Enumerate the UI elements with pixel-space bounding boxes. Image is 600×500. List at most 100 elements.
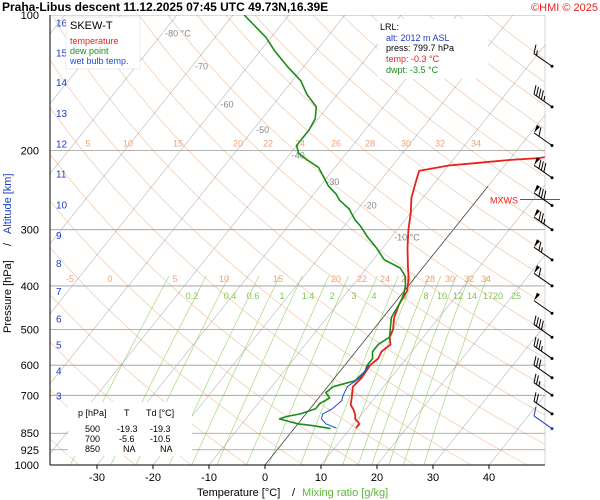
wind-barb-flag: [540, 320, 544, 330]
dry-adiabat-label: 32: [464, 274, 474, 284]
mixing-ratio-label: 10: [437, 291, 447, 301]
wind-barb-flag: [533, 406, 537, 417]
wind-barb-flag: [535, 338, 539, 348]
dry-adiabat-line: [50, 106, 473, 465]
pressure-tick-label: 850: [21, 428, 39, 440]
mixing-ratio-label: 3: [351, 291, 356, 301]
wind-barb-staff: [533, 132, 553, 146]
wind-barb-flag: [543, 162, 547, 173]
temperature-tick-label: 20: [371, 472, 383, 484]
altitude-tick-label: 3: [56, 391, 62, 402]
mixing-ratio-line: [388, 275, 457, 465]
wind-barb-staff: [533, 324, 553, 338]
wind-barb-half-flag: [543, 96, 546, 102]
temperature-tick-label: 30: [427, 472, 439, 484]
isotherm-line: [96, 15, 458, 465]
wind-barb-flag: [533, 336, 537, 347]
isotherm-line: [208, 44, 545, 465]
x-axis-title-separator: /: [292, 487, 296, 499]
wind-barb-staff: [533, 216, 553, 231]
dry-adiabat-label: 24: [380, 274, 390, 284]
table-cell: -5.6: [119, 434, 135, 444]
dry-adiabat-label: 30: [445, 274, 455, 284]
wind-barb-flag: [538, 88, 542, 98]
wind-barb-station: [550, 203, 554, 207]
mixing-ratio-line: [423, 275, 488, 465]
wind-barb-flag: [535, 375, 539, 385]
dry-adiabat-label: 34: [471, 138, 481, 148]
mixing-ratio-label: 17: [483, 291, 493, 301]
isotherm-line: [50, 15, 290, 315]
table-cell: -19.3: [150, 424, 171, 434]
wind-barb-staff: [533, 300, 553, 314]
dry-adiabat-line: [254, 15, 545, 252]
mixing-ratio-label: 25: [511, 291, 521, 301]
wind-barb-station: [550, 376, 554, 380]
pressure-tick-label: 600: [21, 360, 39, 372]
table-header-t: T: [124, 408, 130, 418]
dry-adiabat-label: 22: [263, 138, 273, 148]
mixing-ratio-line: [357, 275, 430, 465]
isotherm-label: -40: [292, 150, 305, 160]
wind-barb-pennant: [533, 184, 540, 193]
wind-barb-flag: [533, 356, 537, 366]
wind-barb-half-flag: [535, 50, 538, 56]
dry-adiabat-line: [167, 15, 545, 332]
dry-adiabat-label: 28: [425, 274, 435, 284]
isotherm-line: [50, 15, 178, 175]
pressure-tick-label: 100: [21, 10, 39, 22]
dry-adiabat-line: [80, 15, 545, 416]
lrl-info-box: LRL: alt: 2012 m ASL press: 799.7 hPa te…: [378, 19, 488, 79]
wind-barb: [533, 356, 554, 380]
dry-adiabat-label: 5: [172, 274, 177, 284]
lrl-dewpoint: dwpt: -3.5 °C: [386, 65, 439, 75]
wind-barb: [533, 373, 554, 397]
wind-barb-station: [550, 176, 554, 180]
dry-adiabat-label: 5: [85, 138, 90, 148]
wind-barb-staff: [533, 246, 553, 261]
mixing-ratio-label: 14: [467, 291, 477, 301]
mixing-ratio-line: [371, 275, 442, 465]
altitude-tick-label: 4: [56, 366, 62, 377]
altitude-tick-label: 13: [56, 109, 68, 120]
table-cell: 850: [85, 444, 100, 454]
isotherm-line: [50, 15, 346, 385]
table-cell: NA: [123, 444, 136, 454]
lrl-temperature: temp: -0.3 °C: [386, 54, 440, 64]
legend-item-dewpoint: dew point: [70, 46, 109, 56]
wetbulb-profile: [321, 364, 370, 429]
dry-adiabat-line: [50, 200, 361, 465]
wind-barb-pennant: [533, 265, 540, 274]
mixing-ratio-line: [323, 275, 399, 465]
dry-adiabat-label: 30: [401, 138, 411, 148]
mixing-ratio-line: [403, 275, 470, 465]
pressure-tick-label: 925: [21, 445, 39, 457]
lrl-title: LRL:: [380, 22, 399, 32]
mixing-ratio-line: [246, 275, 330, 465]
dry-adiabat-label: 10: [219, 274, 229, 284]
pressure-tick-label: 400: [21, 281, 39, 293]
wind-barb: [533, 406, 554, 431]
wind-barb-staff: [533, 164, 553, 179]
temperature-tick-label: -10: [201, 472, 217, 484]
temperature-tick-label: -20: [145, 472, 161, 484]
wind-barb-flag: [533, 85, 537, 95]
wind-barb-half-flag: [540, 345, 543, 352]
wind-barb: [533, 44, 554, 68]
pressure-tick-label: 700: [21, 390, 39, 402]
table-header-td: Td [°C]: [146, 408, 174, 418]
legend-title: SKEW-T: [70, 20, 113, 32]
mxws-label: MXWS: [490, 195, 518, 205]
wind-barb-flag: [538, 159, 542, 169]
dry-adiabat-label: 32: [435, 138, 445, 148]
wind-barb-staff: [533, 345, 553, 359]
isotherm-line: [320, 184, 545, 465]
wind-barb-station: [550, 258, 554, 262]
wind-barb-staff: [533, 93, 553, 108]
isotherm-label: -20: [364, 200, 377, 210]
x-axis-title-temperature: Temperature [°C]: [197, 487, 280, 499]
legend-box: SKEW-T temperature dew point wet bulb te…: [65, 16, 141, 70]
dry-adiabat-label: 0: [107, 274, 112, 284]
wind-barb-flag: [540, 90, 544, 100]
